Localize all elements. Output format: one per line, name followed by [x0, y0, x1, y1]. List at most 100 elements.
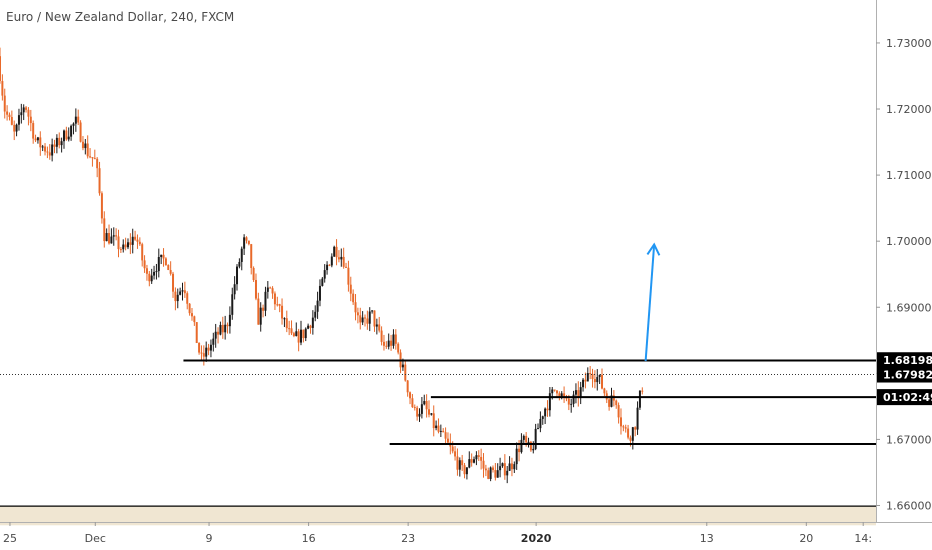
candle-bear [281, 305, 284, 319]
candle-bull [17, 115, 20, 125]
candle-bear [207, 347, 210, 351]
candle-bear [432, 413, 435, 429]
candle-bear [487, 470, 490, 479]
candle-bear [385, 345, 388, 347]
candle-bear [79, 122, 82, 142]
candle-bull [468, 459, 471, 468]
price-badge [877, 352, 932, 369]
candle-bear [292, 333, 295, 336]
candle-bear [482, 460, 485, 469]
price-tick-label: 1.70000 [886, 235, 932, 248]
candle-bull [228, 314, 231, 327]
price-badge [877, 389, 932, 406]
candle-bear [221, 324, 224, 333]
candle-bear [276, 304, 279, 306]
candle-bear [510, 463, 513, 470]
candle-bear [285, 318, 288, 329]
candle-bear [96, 158, 99, 169]
candle-bull [295, 331, 298, 336]
candle-bull [205, 347, 208, 357]
date-tick-label: 9 [206, 532, 213, 545]
candle-bull [51, 144, 54, 156]
candle-bull [418, 413, 421, 417]
candle-bear [413, 407, 416, 409]
candle-bear [278, 304, 281, 306]
candle-bear [335, 246, 338, 258]
candle-bull [179, 291, 182, 295]
date-tick-label: Dec [85, 532, 106, 545]
price-tick-label: 1.73000 [886, 37, 932, 50]
candle-bear [584, 379, 587, 382]
candle-bull [506, 470, 509, 476]
candle-bull [233, 284, 236, 295]
candle-bear [444, 432, 447, 439]
candle-bear [394, 334, 397, 344]
candle-bull [371, 310, 374, 312]
candle-bear [136, 239, 139, 242]
candle-bear [309, 325, 312, 328]
candle-bull [534, 428, 537, 449]
candle-bull [326, 264, 329, 271]
candle-bear [117, 236, 120, 250]
candle-bear [48, 152, 51, 156]
candle-bear [103, 218, 106, 242]
candle-bear [27, 109, 30, 117]
candle-bull [41, 146, 44, 148]
candle-bull [489, 467, 492, 479]
candle-bear [29, 116, 32, 124]
candle-bull [423, 401, 426, 405]
candle-bear [589, 373, 592, 375]
candle-bear [425, 401, 428, 410]
candle-bull [638, 390, 641, 408]
candle-bear [25, 107, 28, 110]
levels-layer [0, 242, 876, 446]
candle-bear [629, 437, 632, 441]
candle-bull [74, 116, 77, 124]
candle-bear [172, 273, 175, 292]
candle-bull [392, 334, 395, 346]
candle-bull [231, 294, 234, 315]
candle-bear [141, 244, 144, 261]
candle-bear [601, 374, 604, 389]
candle-bear [217, 331, 220, 335]
date-tick-label: 14: [854, 532, 872, 545]
candle-bear [411, 398, 414, 408]
candle-bull [465, 467, 468, 475]
candle-bull [636, 407, 639, 430]
candle-bull [598, 374, 601, 378]
candle-bull [548, 393, 551, 411]
candle-bull [544, 408, 547, 417]
axes-layer: 1.730001.720001.710001.700001.690001.680… [3, 37, 932, 545]
candle-bear [437, 425, 440, 432]
candle-bear [347, 267, 350, 285]
date-tick-label: 25 [3, 532, 17, 545]
candle-bull [15, 124, 18, 132]
candle-bear [553, 389, 556, 391]
candle-bear [529, 441, 532, 451]
candle-bear [195, 322, 198, 343]
candle-bull [387, 340, 390, 347]
candle-bull [430, 413, 433, 415]
chart-title: Euro / New Zealand Dollar, 240, FXCM [6, 10, 235, 24]
candle-bull [473, 459, 476, 463]
candle-bear [451, 446, 454, 452]
candle-bear [245, 237, 248, 241]
candle-bear [271, 288, 274, 294]
candle-bull [333, 246, 336, 257]
candle-bull [501, 463, 504, 467]
candle-bear [328, 264, 331, 266]
candle-bear [53, 144, 56, 147]
candle-bear [226, 324, 229, 327]
candle-bull [318, 285, 321, 301]
candle-bear [44, 146, 47, 152]
candle-bear [46, 151, 49, 153]
candle-bull [236, 266, 239, 285]
candle-bear [124, 244, 127, 248]
candle-bear [262, 307, 265, 311]
candle-bear [627, 428, 630, 438]
candle-bull [316, 300, 319, 312]
candle-bull [586, 373, 589, 382]
candle-bear [558, 393, 561, 398]
candle-bull [160, 254, 163, 258]
